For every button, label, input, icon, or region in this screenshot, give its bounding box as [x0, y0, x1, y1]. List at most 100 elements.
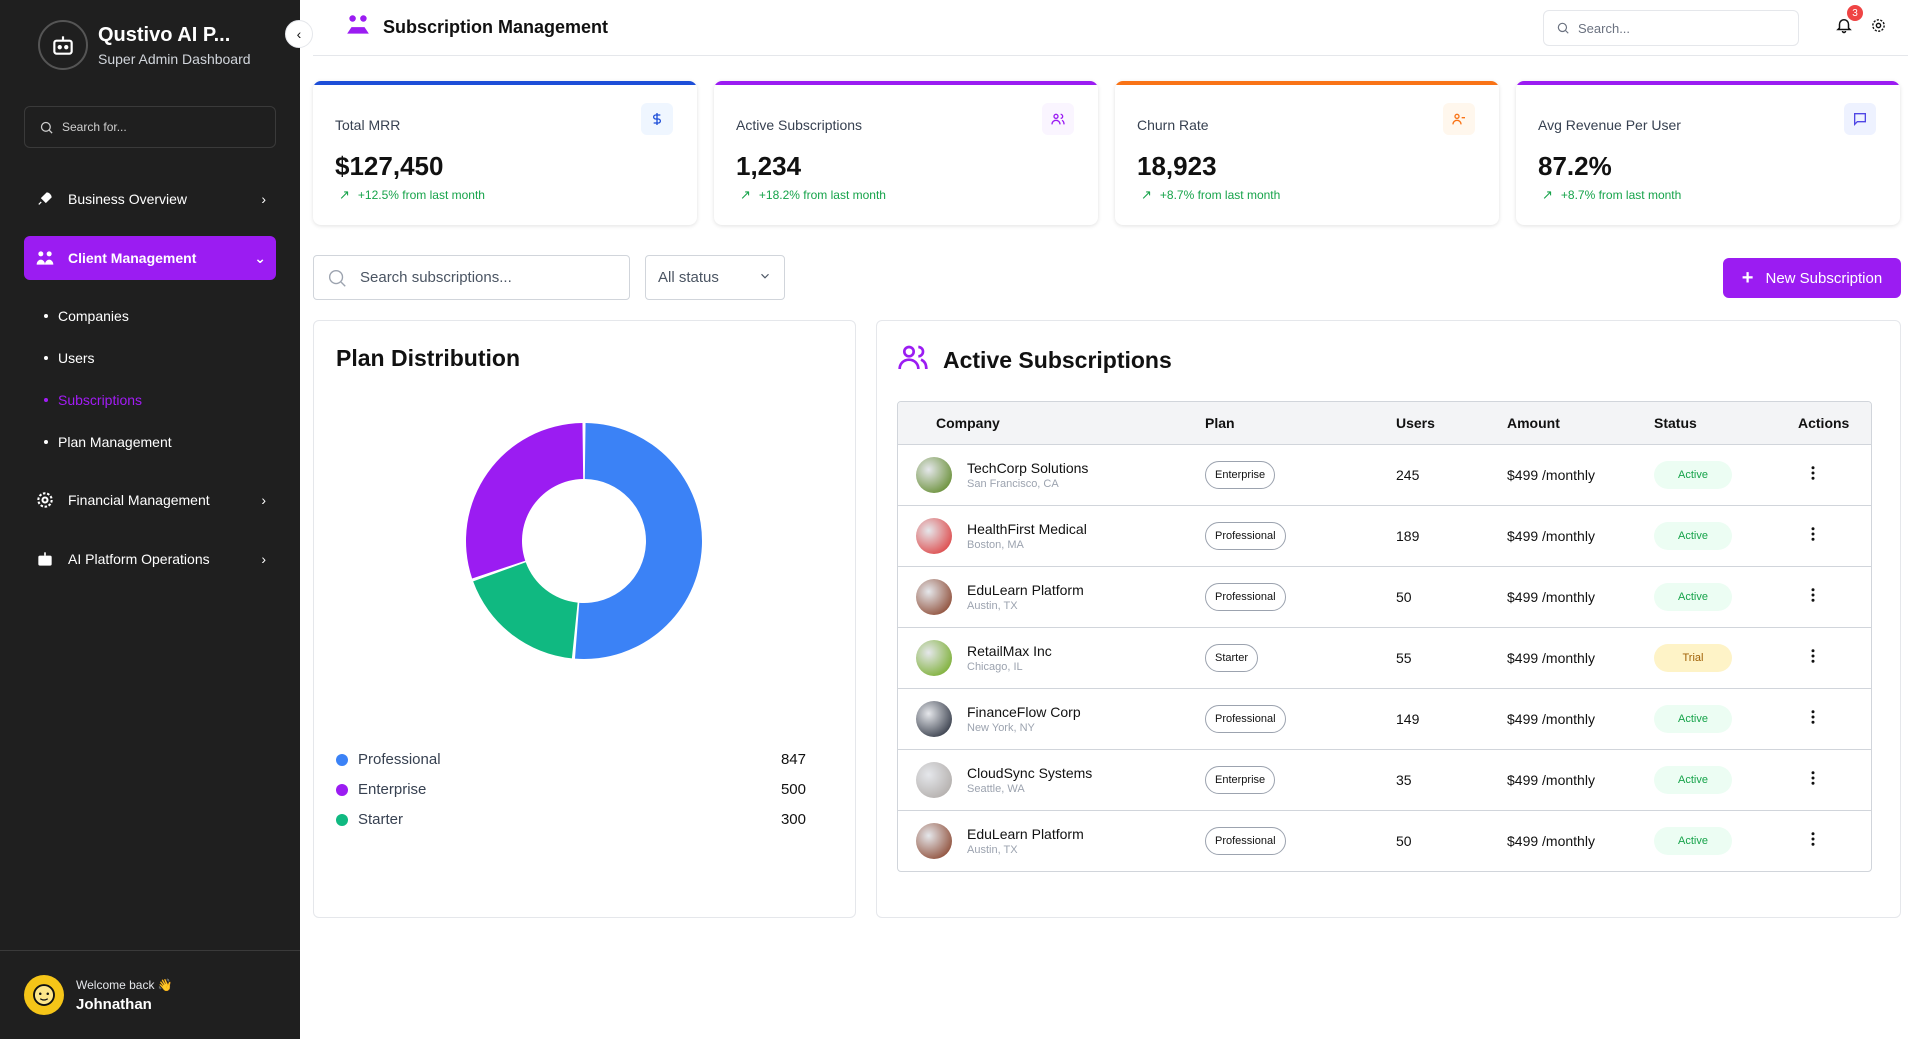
- sidebar-subitem-plan-management[interactable]: Plan Management: [44, 434, 172, 450]
- status-filter-value: All status: [658, 269, 719, 286]
- more-options-icon[interactable]: [1804, 769, 1822, 792]
- users-icon: [1042, 103, 1074, 135]
- status-badge: Active: [1654, 461, 1732, 489]
- sidebar-divider: [0, 950, 300, 951]
- active-subscriptions-card: Active Subscriptions Company Plan Users …: [876, 320, 1901, 918]
- chevron-down-icon: ⌄: [254, 249, 266, 266]
- subscriptions-search-input[interactable]: Search subscriptions...: [313, 255, 630, 300]
- company-name: EduLearn Platform: [967, 826, 1084, 842]
- sidebar-item-ai-platform-operations[interactable]: AI Platform Operations ›: [24, 537, 276, 581]
- sidebar-subitem-subscriptions[interactable]: Subscriptions: [44, 392, 142, 408]
- stat-card-churn-rate: Churn Rate 18,923 ↗ +8.7% from last month: [1115, 81, 1499, 225]
- new-subscription-button[interactable]: + New Subscription: [1723, 258, 1901, 298]
- dollar-icon: [641, 103, 673, 135]
- users-cell: 149: [1396, 711, 1420, 727]
- user-profile[interactable]: Welcome back 👋 Johnathan: [24, 975, 173, 1015]
- plan-badge: Professional: [1205, 583, 1286, 611]
- legend-value: 300: [780, 811, 806, 828]
- more-options-icon[interactable]: [1804, 464, 1822, 487]
- company-cell: FinanceFlow Corp New York, NY: [916, 701, 1081, 737]
- search-icon: [328, 269, 346, 287]
- company-location: New York, NY: [967, 722, 1035, 734]
- plus-icon: +: [1741, 266, 1754, 289]
- stat-change-text: +8.7% from last month: [1159, 188, 1281, 202]
- search-icon: [1557, 22, 1569, 34]
- page-title: Subscription Management: [343, 12, 608, 43]
- stat-label: Avg Revenue Per User: [1538, 117, 1681, 133]
- header-search-placeholder: Search...: [1578, 20, 1631, 36]
- stat-change: ↗ +18.2% from last month: [740, 187, 886, 203]
- more-options-icon[interactable]: [1804, 586, 1822, 609]
- sidebar-collapse-button[interactable]: ‹: [285, 20, 313, 48]
- column-header-actions: Actions: [1798, 415, 1850, 431]
- plan-badge: Enterprise: [1205, 461, 1276, 489]
- bell-icon[interactable]: [1835, 16, 1853, 39]
- table-row[interactable]: HealthFirst Medical Boston, MA Professiona…: [898, 505, 1871, 566]
- status-badge: Active: [1654, 827, 1732, 855]
- legend-label: Starter: [358, 811, 404, 828]
- amount-cell: $499 /monthly: [1507, 772, 1595, 788]
- stat-accent-bar: [714, 81, 1098, 85]
- status-filter-select[interactable]: All status: [645, 255, 785, 300]
- table-body: TechCorp Solutions San Francisco, CA Enter…: [898, 444, 1871, 871]
- plan-badge: Starter: [1205, 644, 1259, 672]
- page-title-text: Subscription Management: [383, 17, 609, 37]
- more-options-icon[interactable]: [1804, 708, 1822, 731]
- status-badge: Active: [1654, 766, 1732, 794]
- company-cell: CloudSync Systems Seattle, WA: [916, 762, 1092, 798]
- donut-slice-professional[interactable]: [574, 423, 702, 659]
- company-avatar: [916, 457, 952, 493]
- sidebar-search-input[interactable]: Search for...: [24, 106, 276, 148]
- more-options-icon[interactable]: [1804, 830, 1822, 853]
- header: Subscription Management Search... 3: [313, 0, 1908, 56]
- table-row[interactable]: TechCorp Solutions San Francisco, CA Enter…: [898, 444, 1871, 505]
- company-avatar: [916, 762, 952, 798]
- status-badge: Active: [1654, 583, 1732, 611]
- message-icon: [1844, 103, 1876, 135]
- table-row[interactable]: FinanceFlow Corp New York, NY Professional…: [898, 688, 1871, 749]
- plan-cell: Professional: [1205, 827, 1286, 855]
- brand: Qustivo AI P... Super Admin Dashboard: [38, 20, 251, 70]
- plan-badge: Professional: [1205, 827, 1286, 855]
- sidebar-item-business-overview[interactable]: Business Overview ›: [24, 177, 276, 221]
- donut-slice-enterprise[interactable]: [466, 423, 584, 579]
- welcome-text: Welcome back 👋: [76, 977, 173, 992]
- company-name: TechCorp Solutions: [967, 460, 1089, 476]
- gear-icon[interactable]: [1870, 17, 1887, 39]
- table-row[interactable]: RetailMax Inc Chicago, IL Starter 55 $499 /m…: [898, 627, 1871, 688]
- sidebar-subitem-companies[interactable]: Companies: [44, 308, 129, 324]
- sidebar-subitem-users[interactable]: Users: [44, 350, 95, 366]
- table-row[interactable]: EduLearn Platform Austin, TX Professional 5…: [898, 810, 1871, 871]
- users-group-icon: [34, 247, 56, 269]
- company-name: FinanceFlow Corp: [967, 704, 1081, 720]
- arrow-up-right-icon: ↗: [740, 187, 751, 202]
- legend-color-dot: [336, 753, 348, 766]
- donut-slice-starter[interactable]: [473, 562, 578, 659]
- new-subscription-label: New Subscription: [1765, 269, 1883, 287]
- status-cell: Active: [1654, 522, 1732, 550]
- table-row[interactable]: CloudSync Systems Seattle, WA Enterprise 35…: [898, 749, 1871, 810]
- company-cell: EduLearn Platform Austin, TX: [916, 823, 1084, 859]
- company-location: Austin, TX: [967, 600, 1018, 612]
- sidebar-subitem-label: Subscriptions: [58, 392, 143, 408]
- users-cell: 50: [1396, 589, 1412, 605]
- sidebar-item-financial-management[interactable]: Financial Management ›: [24, 478, 276, 522]
- users-group-icon: [343, 12, 373, 43]
- active-subscriptions-title-text: Active Subscriptions: [943, 346, 1172, 373]
- chevron-down-icon: [758, 269, 772, 287]
- robot-icon: [38, 20, 88, 70]
- bullet-icon: [44, 314, 48, 318]
- sidebar-item-client-management[interactable]: Client Management ⌄: [24, 236, 276, 280]
- table-row[interactable]: EduLearn Platform Austin, TX Professional 5…: [898, 566, 1871, 627]
- company-location: Chicago, IL: [967, 661, 1023, 673]
- header-search-input[interactable]: Search...: [1543, 10, 1799, 46]
- amount-cell: $499 /monthly: [1507, 833, 1595, 849]
- stat-change: ↗ +12.5% from last month: [339, 187, 485, 203]
- more-options-icon[interactable]: [1804, 647, 1822, 670]
- stat-value: 18,923: [1137, 151, 1217, 181]
- legend-item-professional: Professional 847: [336, 751, 806, 768]
- more-options-icon[interactable]: [1804, 525, 1822, 548]
- table-header: Company Plan Users Amount Status Actions: [898, 402, 1871, 444]
- plan-cell: Enterprise: [1205, 461, 1276, 489]
- legend-label: Professional: [358, 751, 441, 768]
